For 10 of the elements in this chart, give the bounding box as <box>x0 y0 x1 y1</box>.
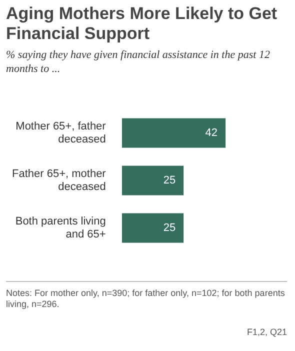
y-tick-label: Mother 65+, father deceased <box>16 120 106 146</box>
y-tick-label: Both parents living and 65+ <box>15 215 106 241</box>
text: F1,2, Q21 <box>246 327 287 337</box>
chart-subtitle: % saying they have given financial assistance in the past 12 months to ... <box>6 48 271 76</box>
chart-title: Aging Mothers More Likely to Get Financial Support <box>6 4 278 44</box>
data-label: 25 <box>163 174 176 187</box>
data-label: 25 <box>163 222 176 234</box>
text: Notes: For mother only, n=390; for father only, n=102; for both parents living, n=296. <box>6 288 286 310</box>
data-label: 42 <box>205 127 218 139</box>
y-tick-label: Father 65+, mother deceased <box>12 168 106 194</box>
